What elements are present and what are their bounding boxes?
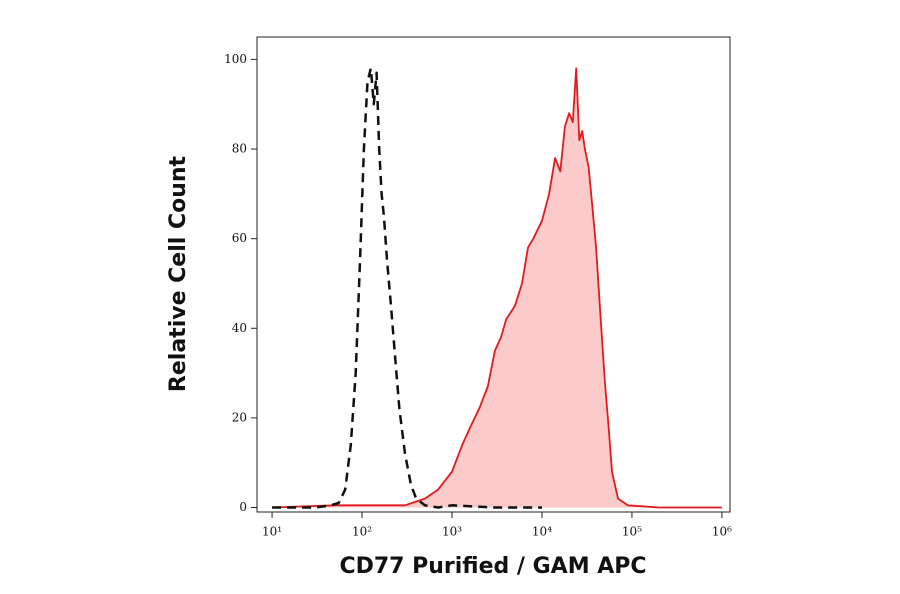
y-axis-title: Relative Cell Count [166,155,191,392]
y-tick-label: 0 [239,500,247,514]
filled-histogram [272,67,722,509]
y-tick-label: 100 [224,52,247,66]
x-tick-label: 10⁴ [532,525,552,539]
x-axis-title: CD77 Purified / GAM APC [339,554,646,579]
control-histogram [272,67,542,509]
y-tick-label: 80 [232,142,247,156]
x-tick-label: 10¹ [262,525,282,539]
y-tick-label: 20 [232,410,247,424]
x-tick-label: 10⁵ [622,525,642,539]
x-tick-label: 10⁶ [712,525,732,539]
x-tick-label: 10³ [442,525,462,539]
x-tick-label: 10² [352,525,372,539]
plot-frame [256,36,731,513]
y-tick-label: 60 [232,231,247,245]
y-tick-label: 40 [232,321,247,335]
